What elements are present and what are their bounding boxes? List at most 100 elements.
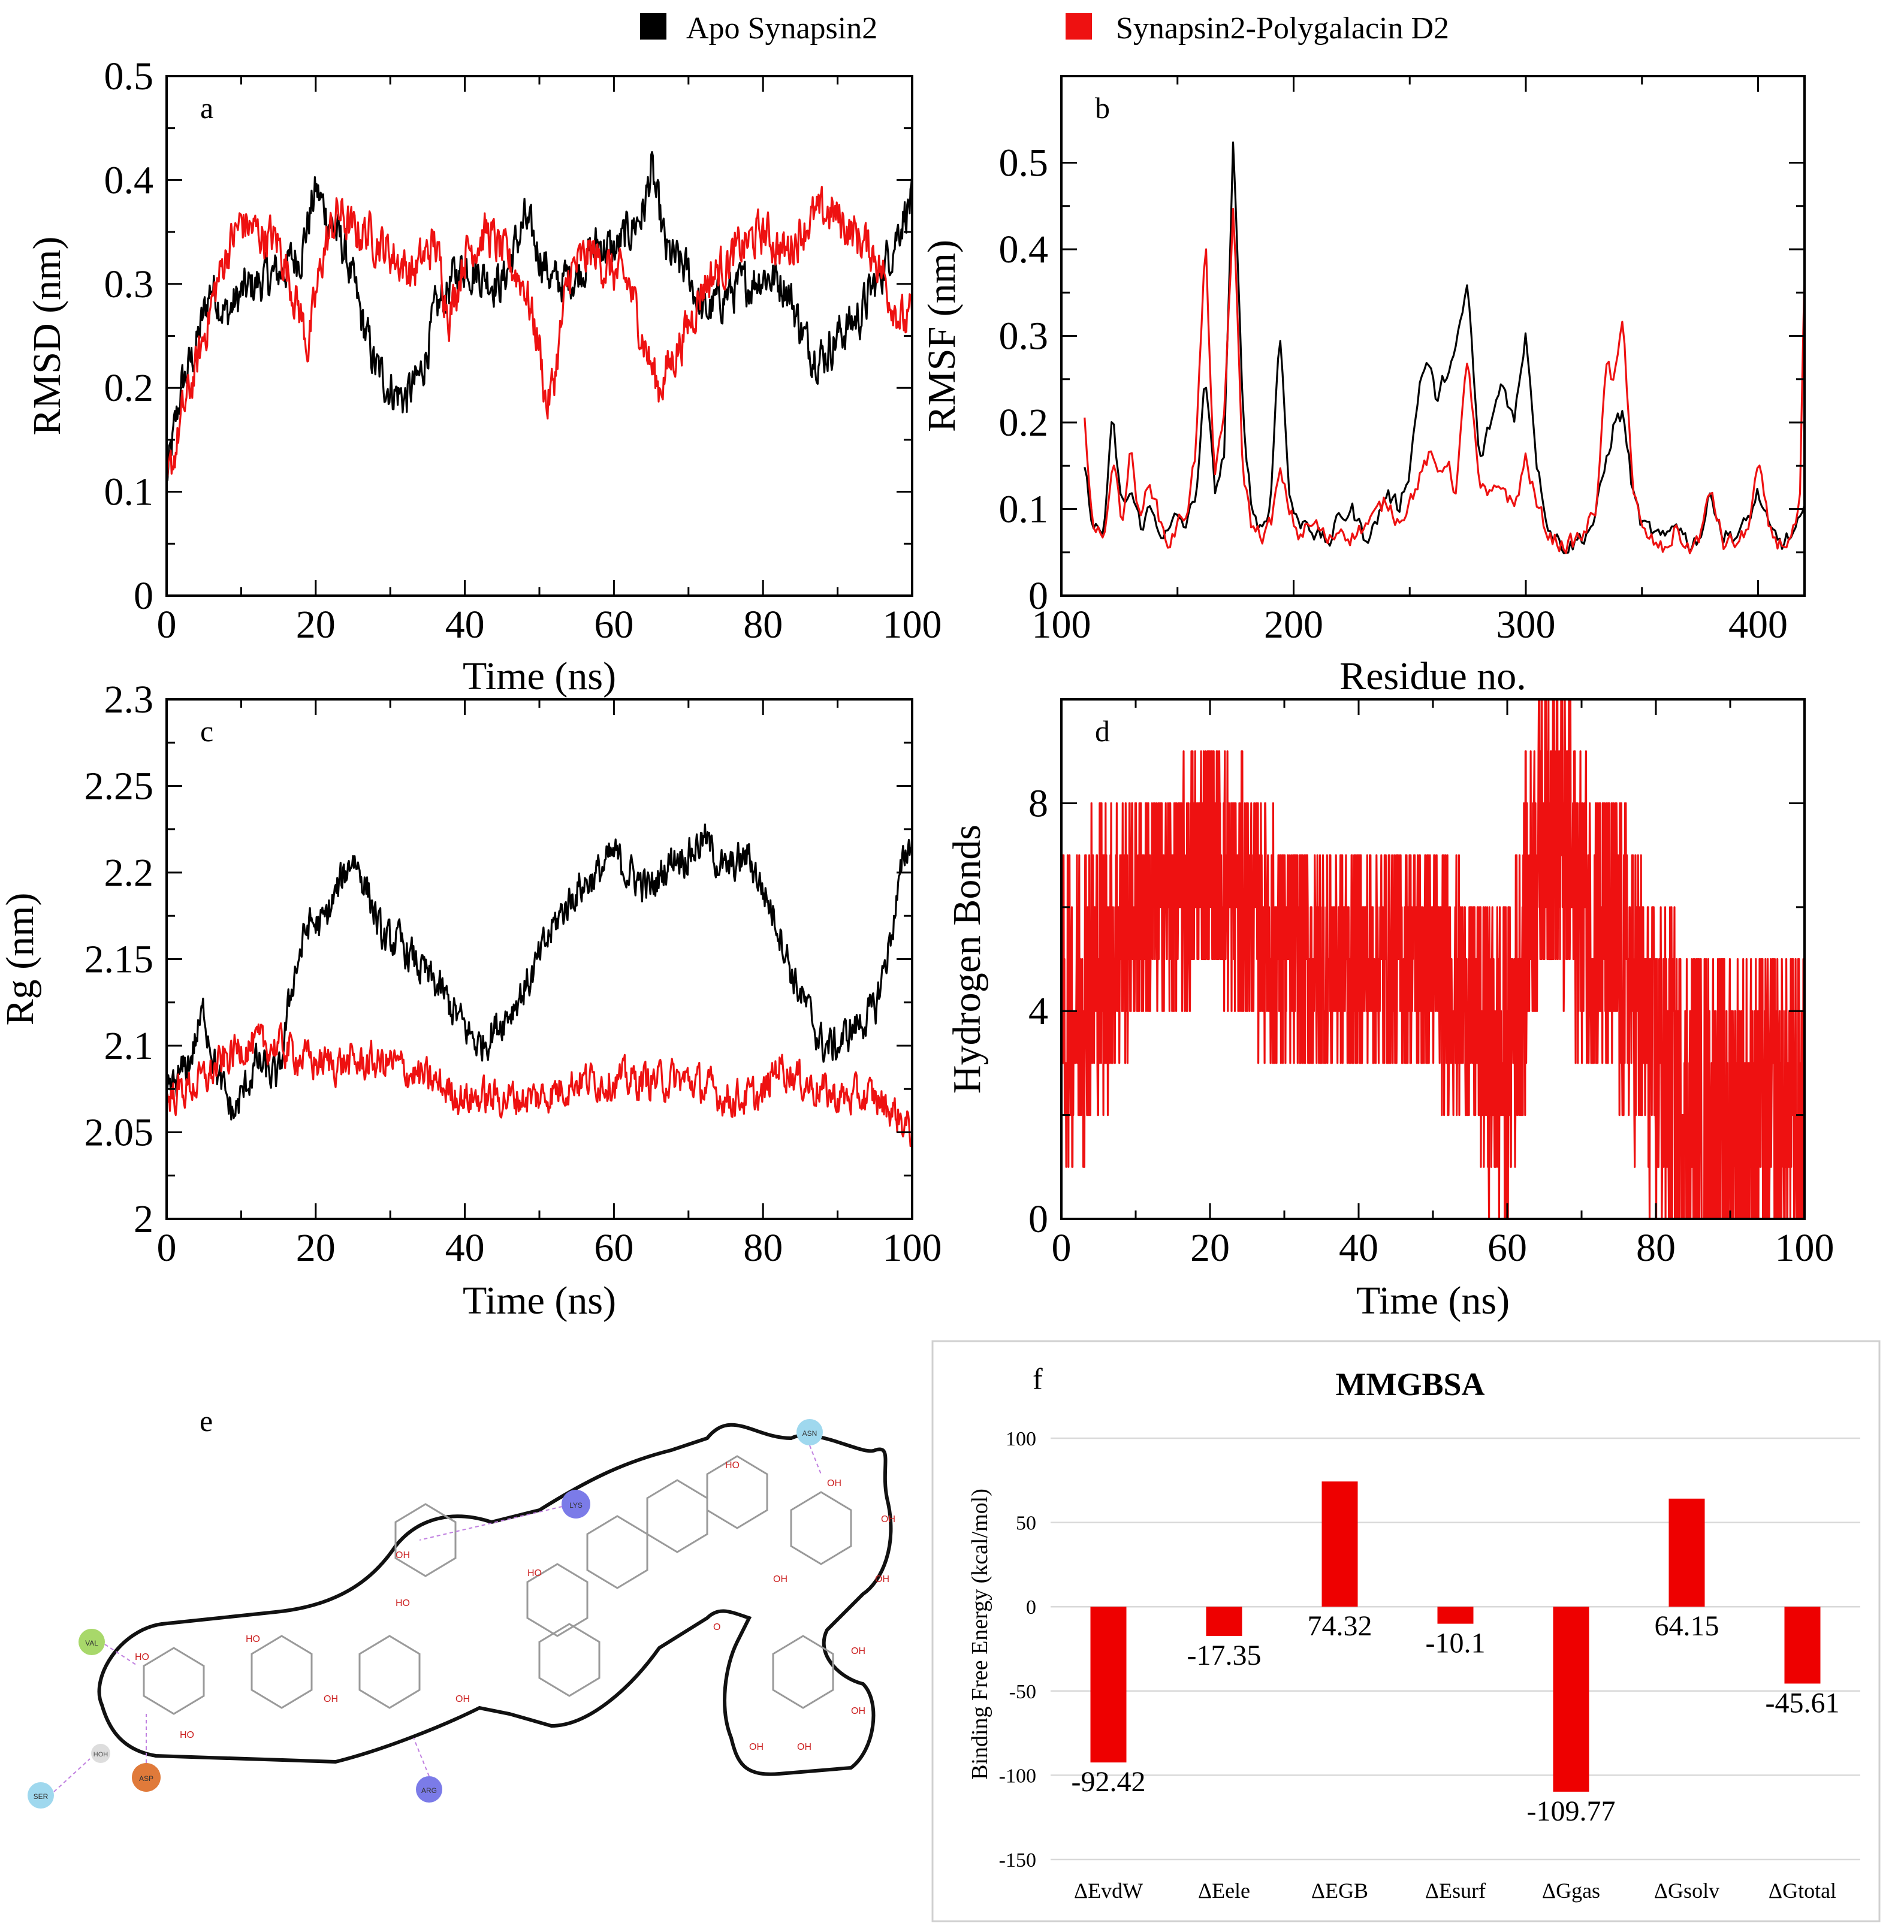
y-tick-label: 0.1 (999, 488, 1049, 532)
panel-letter-c: c (200, 714, 213, 748)
rmsd-chart: 0 20 40 60 80 100 0 0.1 0.2 0.3 0.4 0.5 a Time (ns) RM… (25, 55, 942, 698)
svg-text:OH: OH (875, 1574, 889, 1584)
panel-letter-d: d (1095, 714, 1110, 748)
y-tick-label: -100 (999, 1765, 1036, 1787)
y-tick-label: 0.3 (999, 315, 1049, 358)
x-tick-label: 100 (1775, 1226, 1834, 1270)
y-tick-label: 4 (1028, 989, 1048, 1033)
y-tick-label: 0.4 (104, 158, 154, 202)
svg-text:HO: HO (246, 1634, 260, 1644)
bar-1 (1206, 1607, 1242, 1636)
svg-text:OH: OH (881, 1514, 895, 1525)
x-tick-label: 40 (1339, 1226, 1378, 1270)
bar-2 (1321, 1481, 1358, 1607)
x-tick-label: 20 (1190, 1226, 1230, 1270)
x-tick-label: 20 (296, 603, 336, 647)
x-tick-label: 300 (1496, 603, 1556, 647)
panel-letter-f: f (1033, 1362, 1043, 1396)
residue-arg-label: ARG (421, 1786, 437, 1795)
water-node (91, 1744, 110, 1763)
svg-text:OH: OH (851, 1706, 865, 1716)
x-tick-label: 40 (445, 1226, 485, 1270)
x-axis-title: Time (ns) (463, 1279, 616, 1323)
y-tick-label: 0 (1028, 1197, 1048, 1241)
x-tick-label: 0 (1052, 1226, 1072, 1270)
svg-text:HO: HO (396, 1598, 410, 1608)
bar-4 (1553, 1607, 1589, 1792)
y-tick-label: 2 (134, 1197, 153, 1241)
residue-asn-label: ASN (802, 1429, 817, 1438)
bar-0 (1090, 1607, 1127, 1763)
svg-text:OH: OH (851, 1646, 865, 1656)
legend-label-complex: Synapsin2-Polygalacin D2 (1116, 11, 1449, 46)
panel-letter-b: b (1095, 91, 1110, 125)
residue-asn-node (796, 1419, 823, 1445)
x-axis-title: Residue no. (1339, 654, 1526, 698)
y-tick-label: 0 (1026, 1596, 1036, 1619)
series-line (165, 186, 913, 477)
residue-asp-node (132, 1763, 161, 1792)
x-tick-label: 100 (883, 603, 942, 647)
svg-text:OH: OH (827, 1478, 841, 1489)
category-label: ΔEele (1198, 1879, 1250, 1903)
y-tick-label: 0.2 (999, 401, 1049, 445)
x-tick-label: 100 (1032, 603, 1091, 647)
x-tick-label: 200 (1264, 603, 1323, 647)
residue-ser-label: SER (34, 1792, 49, 1801)
data-label: -45.61 (1766, 1687, 1840, 1719)
legend-swatch-complex (1066, 13, 1092, 40)
rg-chart: 0 20 40 60 80 100 2 2.05 2.1 2.15 2.2 2.25 2.3 c Time … (0, 678, 942, 1323)
series-line (165, 823, 913, 1121)
hbond-lines (53, 1445, 822, 1792)
y-tick-label: 0.3 (104, 262, 154, 306)
y-tick-label: 100 (1006, 1428, 1036, 1450)
rmsf-chart: 100 200 300 400 0 0.1 0.2 0.3 0.4 0.5 b Residue no.… (920, 75, 1806, 698)
data-label: 64.15 (1655, 1610, 1719, 1642)
x-tick-label: 80 (743, 603, 783, 647)
category-label: ΔGsolv (1654, 1879, 1719, 1903)
y-tick-label: 8 (1028, 781, 1048, 825)
ligand-skeleton (143, 1455, 852, 1715)
panel-letter-e: e (200, 1404, 213, 1438)
chart-frame (931, 1340, 1881, 1922)
data-label: -10.1 (1426, 1628, 1486, 1659)
legend: Apo Synapsin2 Synapsin2-Polygalacin D2 (640, 11, 1449, 46)
legend-swatch-apo (640, 13, 666, 40)
y-tick-label: 0.5 (104, 55, 154, 98)
svg-text:OH: OH (324, 1694, 338, 1704)
y-axis-title: RMSD (nm) (25, 237, 69, 436)
svg-text:HO: HO (725, 1460, 740, 1471)
x-tick-label: 60 (1487, 1226, 1527, 1270)
residue-arg-node (416, 1776, 442, 1803)
data-label: 74.32 (1308, 1610, 1372, 1642)
y-axis-title: Rg (nm) (0, 893, 42, 1026)
x-tick-label: 60 (594, 1226, 633, 1270)
data-label: -92.42 (1072, 1766, 1146, 1798)
chart-title: MMGBSA (1336, 1366, 1485, 1402)
y-tick-label: 2.15 (85, 938, 154, 982)
y-tick-label: 0.1 (104, 470, 154, 514)
svg-text:HO: HO (527, 1568, 542, 1578)
interacting-residues: LYS ASN VAL ASP SER ARG HOH (28, 1419, 823, 1809)
y-axis-title: RMSF (nm) (920, 240, 964, 432)
series-line (1084, 141, 1806, 554)
y-tick-label: -150 (999, 1849, 1036, 1871)
category-label: ΔEvdW (1074, 1879, 1143, 1903)
x-tick-label: 0 (157, 603, 177, 647)
bars (1090, 1481, 1821, 1792)
residue-val-node (79, 1629, 105, 1655)
y-tick-labels: -150 -100 -50 0 50 100 (999, 1428, 1036, 1871)
residue-lys-label: LYS (569, 1501, 583, 1510)
series-line (1084, 207, 1806, 554)
binding-pocket-outline (97, 1423, 893, 1776)
svg-text:OH: OH (749, 1742, 764, 1752)
x-tick-label: 100 (883, 1226, 942, 1270)
y-axis-title: Binding Free Energy (kcal/mol) (967, 1489, 992, 1780)
svg-text:OH: OH (396, 1550, 410, 1560)
bar-6 (1784, 1607, 1821, 1684)
residue-val-label: VAL (85, 1639, 98, 1647)
data-label: -17.35 (1187, 1640, 1262, 1671)
svg-text:OH: OH (797, 1742, 811, 1752)
